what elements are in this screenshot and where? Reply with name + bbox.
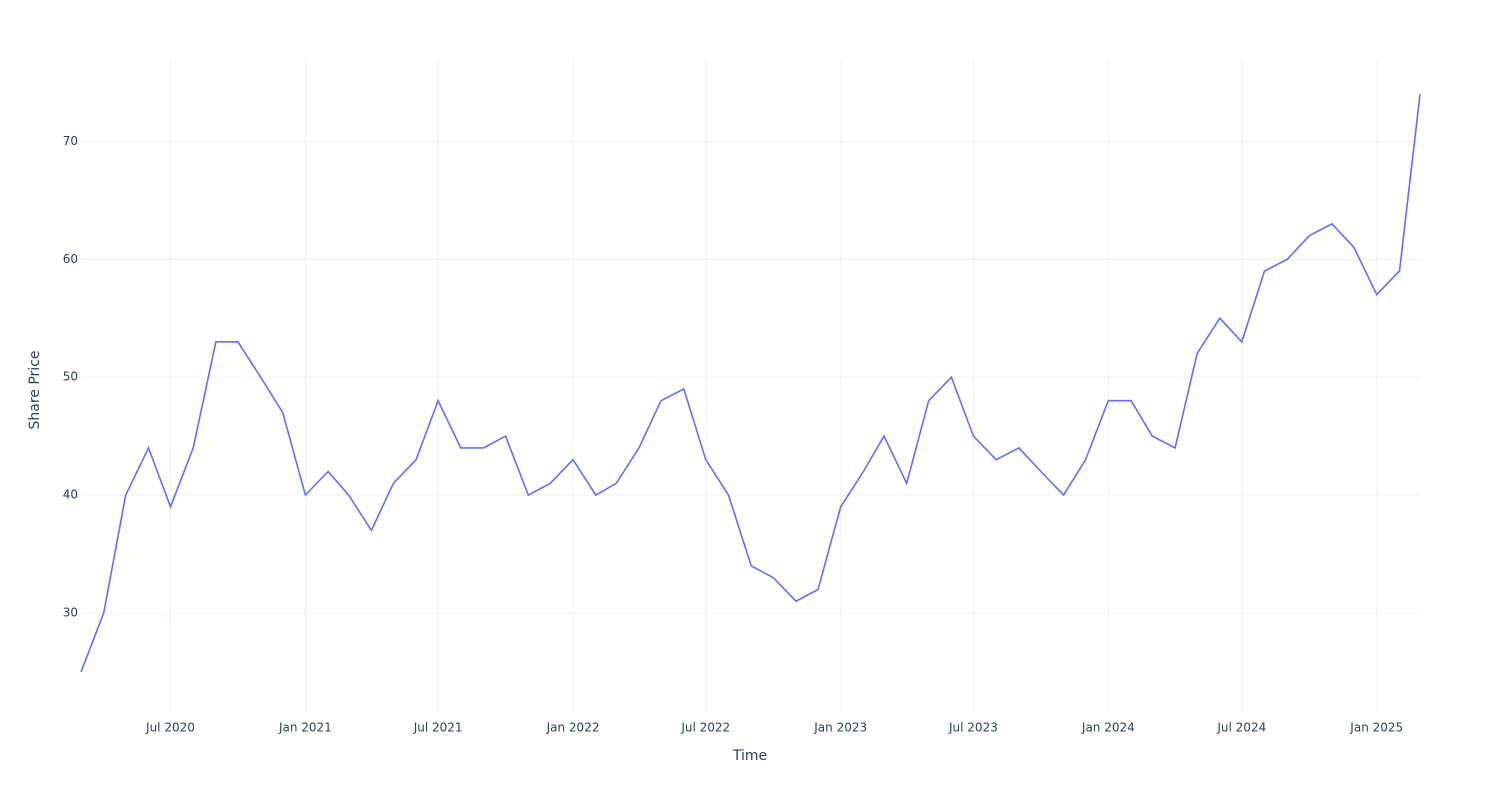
- y-tick-label: 40: [63, 488, 78, 502]
- x-tick-label: Jul 2021: [413, 721, 463, 735]
- x-tick-label: Jul 2020: [145, 721, 195, 735]
- x-tick-label: Jan 2022: [546, 721, 600, 735]
- x-axis-title: Time: [732, 748, 767, 764]
- y-tick-label: 30: [63, 605, 78, 619]
- x-tick-label: Jul 2024: [1216, 721, 1266, 735]
- x-tick-label: Jul 2022: [680, 721, 730, 735]
- x-tick-label: Jan 2021: [278, 721, 332, 735]
- x-tick-label: Jan 2023: [813, 721, 867, 735]
- price-line: [80, 94, 1421, 673]
- y-tick-label: 50: [63, 370, 78, 384]
- x-tick-label: Jan 2025: [1349, 721, 1403, 735]
- x-tick-label: Jan 2024: [1081, 721, 1135, 735]
- x-tick-label: Jul 2023: [948, 721, 998, 735]
- y-tick-label: 60: [63, 252, 78, 266]
- y-tick-label: 70: [63, 134, 78, 148]
- y-axis-title: Share Price: [27, 350, 43, 429]
- grid: [81, 60, 1420, 712]
